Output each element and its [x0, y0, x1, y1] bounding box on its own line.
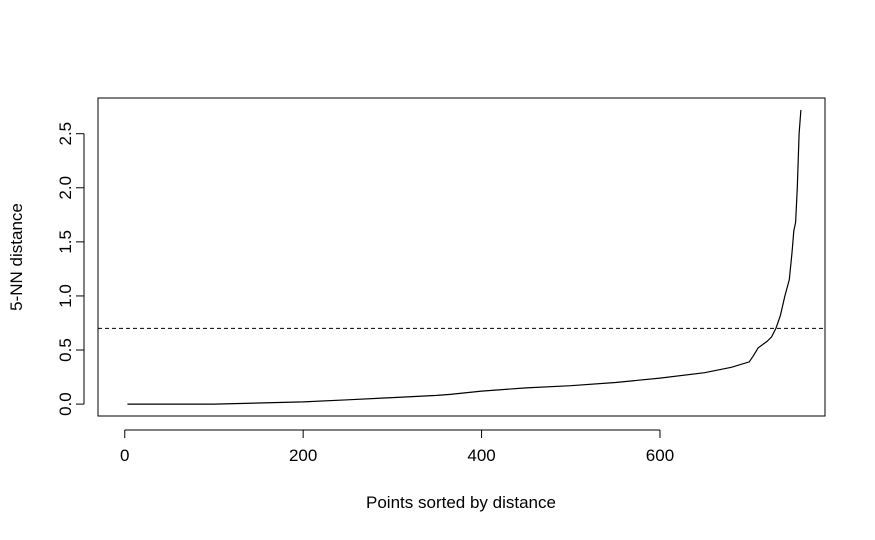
x-axis-title: Points sorted by distance [366, 493, 556, 512]
x-tick-label: 400 [467, 446, 495, 465]
plot-frame [97, 97, 826, 417]
y-tick-label: 1.0 [56, 284, 75, 308]
y-tick-label: 2.5 [56, 122, 75, 146]
y-tick-label: 0.0 [56, 392, 75, 416]
y-tick-label: 0.5 [56, 338, 75, 362]
series-group [127, 109, 802, 405]
x-tick-label: 0 [120, 446, 129, 465]
x-tick-label: 200 [289, 446, 317, 465]
y-axis: 0.0 0.5 1.0 1.5 2.0 2.5 [56, 122, 85, 416]
knn-distance-line [127, 109, 802, 405]
x-tick-label: 600 [646, 446, 674, 465]
y-tick-label: 1.5 [56, 230, 75, 254]
y-tick-label: 2.0 [56, 176, 75, 200]
x-axis: 0 200 400 600 [120, 429, 674, 465]
y-axis-title: 5-NN distance [7, 203, 26, 311]
